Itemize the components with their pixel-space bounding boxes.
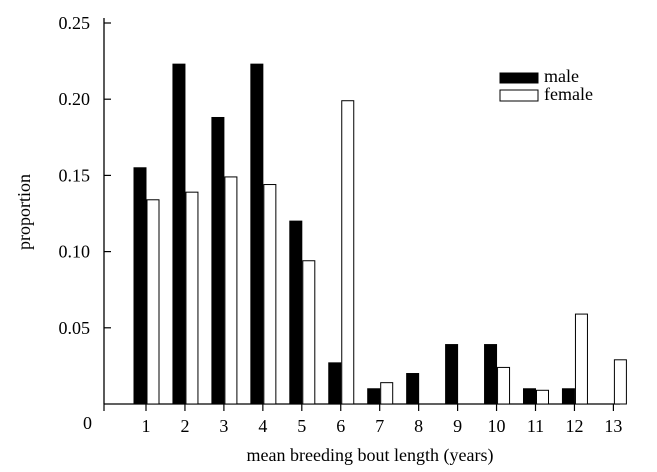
bar-male-10 bbox=[484, 344, 498, 405]
y-tick-label: 0.20 bbox=[59, 89, 91, 109]
y-tick-label: 0.10 bbox=[59, 242, 91, 262]
x-tick-label: 5 bbox=[297, 416, 306, 436]
bar-male-7 bbox=[367, 388, 381, 405]
bar-male-8 bbox=[406, 373, 420, 405]
bar-female-1 bbox=[146, 199, 160, 405]
legend: male female bbox=[499, 66, 593, 104]
bar-female-2 bbox=[185, 191, 199, 405]
bar-female-10 bbox=[497, 366, 511, 405]
x-ticks: 1 2 3 4 5 6 7 8 9 10 11 12 13 bbox=[103, 404, 622, 436]
bar-male-9 bbox=[445, 344, 459, 405]
x-tick-label: 10 bbox=[488, 416, 506, 436]
bar-female-3 bbox=[224, 176, 238, 405]
legend-label-male: male bbox=[544, 66, 579, 86]
bar-male-6 bbox=[328, 362, 342, 405]
x-tick-label: 2 bbox=[180, 416, 189, 436]
bar-female-13 bbox=[613, 359, 627, 405]
x-tick-label: 1 bbox=[142, 416, 151, 436]
x-tick-label: 7 bbox=[375, 416, 384, 436]
bar-female-11 bbox=[536, 389, 549, 405]
x-tick-label: 6 bbox=[336, 416, 345, 436]
bar-female-6 bbox=[341, 100, 355, 405]
bar-female-5 bbox=[302, 260, 316, 405]
bar-male-12 bbox=[561, 388, 575, 405]
x-tick-label: 8 bbox=[414, 416, 423, 436]
x-tick-label: 12 bbox=[565, 416, 583, 436]
bars bbox=[133, 63, 627, 405]
bar-male-3 bbox=[211, 116, 225, 405]
bar-male-1 bbox=[133, 167, 147, 405]
bar-male-2 bbox=[172, 63, 186, 405]
bar-male-4 bbox=[250, 63, 264, 405]
x-tick-label: 3 bbox=[219, 416, 228, 436]
legend-swatch-female bbox=[499, 89, 539, 102]
legend-label-female: female bbox=[544, 84, 593, 104]
y-ticks: 0 0.05 0.10 0.15 0.20 0.25 bbox=[59, 13, 111, 433]
bar-female-4 bbox=[263, 184, 277, 405]
x-tick-label: 9 bbox=[453, 416, 462, 436]
bar-female-7 bbox=[380, 382, 394, 405]
x-tick-label: 11 bbox=[527, 416, 544, 436]
y-tick-label: 0.15 bbox=[59, 165, 91, 185]
x-tick-label: 4 bbox=[258, 416, 267, 436]
y-tick-label: 0.05 bbox=[59, 318, 91, 338]
x-axis-label: mean breeding bout length (years) bbox=[247, 445, 494, 466]
x-tick-label: 13 bbox=[604, 416, 622, 436]
y-tick-label: 0 bbox=[83, 413, 92, 433]
y-tick-label: 0.25 bbox=[59, 13, 91, 33]
bar-male-5 bbox=[289, 220, 303, 405]
legend-swatch-male bbox=[499, 72, 539, 84]
bar-female-12 bbox=[574, 313, 588, 405]
bar-male-11 bbox=[523, 388, 536, 405]
y-axis-label: proportion bbox=[14, 174, 34, 250]
